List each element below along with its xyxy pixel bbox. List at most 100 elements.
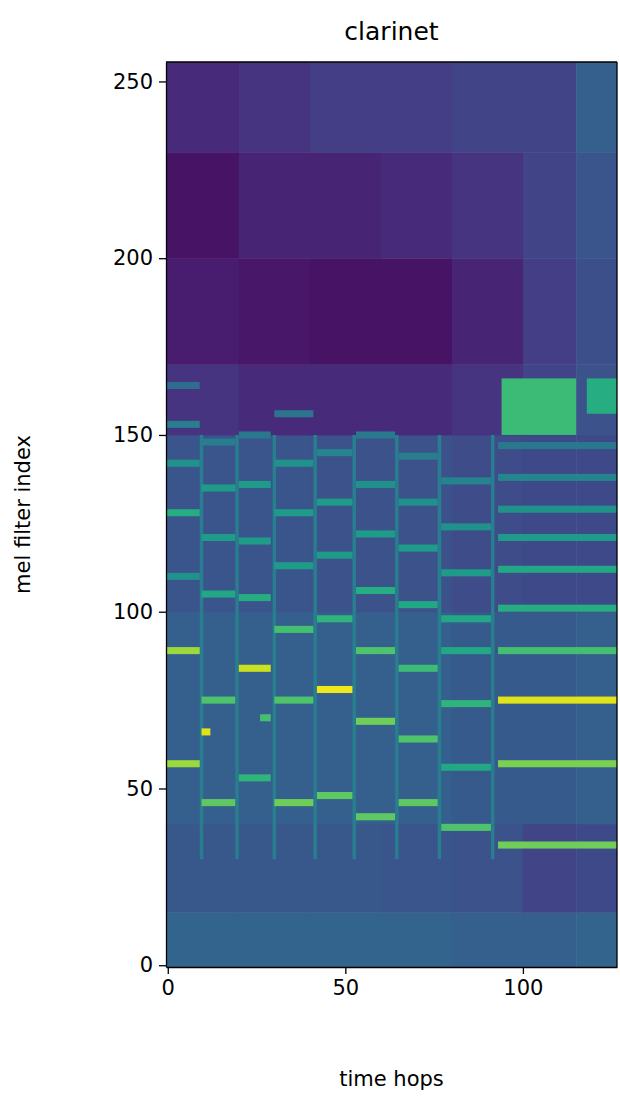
background-cell: [523, 612, 577, 825]
y-tick-mark: [159, 612, 166, 613]
background-cell: [166, 258, 239, 365]
heatmap-cell: [587, 378, 617, 413]
y-tick: 0: [140, 953, 166, 977]
background-cell: [576, 364, 617, 435]
heatmap-cell: [438, 435, 442, 859]
background-cell: [166, 62, 239, 153]
background-cell: [381, 258, 453, 365]
heatmap-cell: [441, 477, 491, 484]
background-cell: [310, 824, 382, 913]
heatmap-cell: [399, 735, 438, 742]
x-tick: 0: [162, 967, 175, 1000]
heatmap-cell: [502, 378, 577, 435]
x-tick-mark: [523, 967, 524, 974]
y-tick-label: 200: [113, 246, 153, 270]
heatmap-cell: [441, 615, 491, 622]
background-cell: [576, 612, 617, 825]
heatmap-cell: [356, 813, 395, 820]
x-tick-label: 100: [503, 976, 543, 1000]
y-tick-mark: [159, 788, 166, 789]
heatmap-cell: [317, 686, 353, 693]
heatmap-cell: [498, 442, 617, 449]
heatmap-cell: [498, 534, 617, 541]
background-cell: [381, 152, 453, 259]
background-cell: [523, 62, 577, 153]
y-tick: 250: [113, 70, 166, 94]
heatmap-cell: [200, 435, 204, 859]
x-axis-line: [167, 967, 618, 968]
background-cell: [310, 364, 382, 435]
background-cell: [452, 152, 524, 259]
heatmap-cell: [166, 647, 200, 654]
background-cell: [523, 824, 577, 913]
background-cell: [381, 912, 453, 967]
background-cell: [452, 612, 524, 825]
heatmap-cell: [317, 552, 353, 559]
background-cell: [576, 824, 617, 913]
x-tick-mark: [345, 967, 346, 974]
heatmap-cell: [399, 601, 438, 608]
background-cell: [523, 152, 577, 259]
background-cell: [576, 912, 617, 967]
heatmap-cell: [239, 594, 271, 601]
y-axis-title: mel filter index: [11, 435, 35, 594]
right-spine: [616, 62, 617, 967]
heatmap-cell: [498, 566, 617, 573]
x-axis: 0 50 100: [162, 967, 618, 1000]
y-tick: 50: [126, 777, 166, 801]
y-axis-line: [166, 63, 167, 968]
background-cell: [310, 258, 382, 365]
background-cell: [452, 824, 524, 913]
heatmap-cell: [441, 764, 491, 771]
heatmap-cell: [498, 647, 617, 654]
background-cell: [576, 258, 617, 365]
heatmap-cell: [498, 842, 617, 849]
x-tick: 100: [503, 967, 543, 1000]
heatmap-cell: [441, 700, 491, 707]
heatmap-cell: [274, 799, 313, 806]
chart: 050100050100150200250clarinettime hopsme…: [0, 0, 620, 1098]
background-cell: [310, 62, 382, 153]
y-tick: 100: [113, 600, 166, 624]
heatmap-cell: [399, 545, 438, 552]
heatmap-cell: [202, 799, 236, 806]
heatmap-cell: [399, 799, 438, 806]
x-tick: 50: [332, 967, 359, 1000]
y-tick-label: 150: [113, 423, 153, 447]
heatmap-cell: [441, 523, 491, 530]
heatmap-cell: [313, 435, 317, 859]
background-cell: [239, 364, 311, 435]
heatmap-cell: [239, 665, 271, 672]
heatmap-cell: [498, 697, 617, 704]
y-tick-label: 100: [113, 600, 153, 624]
background-cell: [166, 152, 239, 259]
x-tick-label: 0: [162, 976, 175, 1000]
heatmap-cell: [317, 615, 353, 622]
background-cell: [523, 912, 577, 967]
heatmap-cell: [273, 435, 277, 859]
background-cell: [523, 258, 577, 365]
heatmap-cell: [202, 728, 211, 735]
heatmap-cell: [498, 474, 617, 481]
heatmap-cell: [356, 647, 395, 654]
heatmap-cell: [274, 410, 313, 417]
heatmap-cell: [166, 421, 200, 428]
heatmap-cell: [317, 499, 353, 506]
x-axis-title: time hops: [339, 1067, 444, 1091]
background-cell: [166, 912, 239, 967]
heatmap-cell: [274, 509, 313, 516]
y-tick: 200: [113, 246, 166, 270]
heatmap-cell: [239, 774, 271, 781]
heatmap-cell: [239, 537, 271, 544]
heatmap-cell: [166, 760, 200, 767]
heatmap-cell: [239, 481, 271, 488]
background-cell: [381, 824, 453, 913]
heatmap-cell: [441, 569, 491, 576]
y-tick-mark: [159, 81, 166, 82]
heatmap-cell: [356, 587, 395, 594]
heatmap-cell: [260, 714, 271, 721]
y-tick-label: 50: [126, 777, 153, 801]
heatmap-cell: [202, 484, 236, 491]
heatmap-cell: [498, 605, 617, 612]
background-cell: [310, 435, 382, 612]
